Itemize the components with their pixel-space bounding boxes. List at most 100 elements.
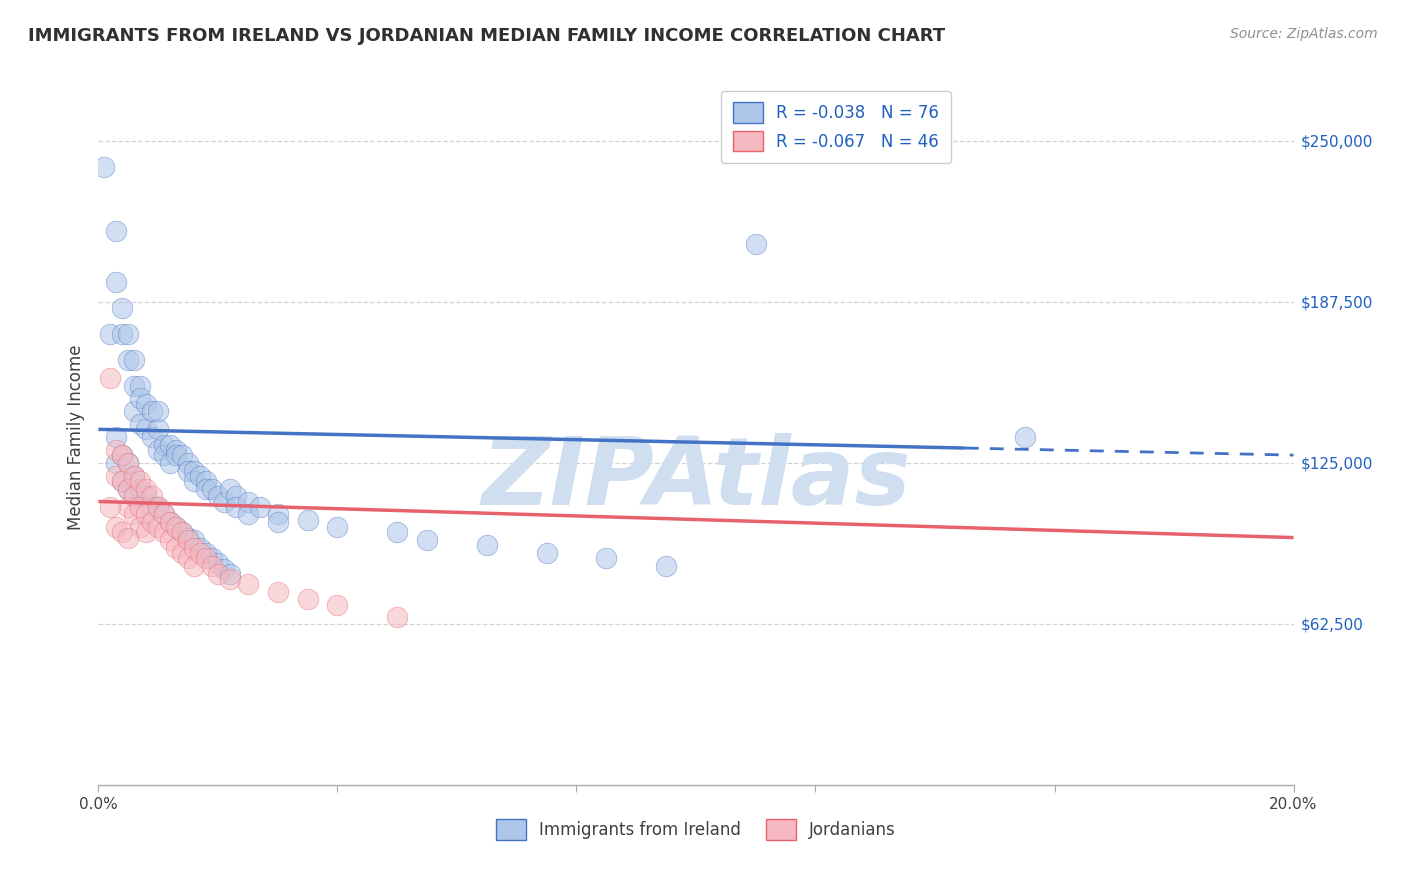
Point [385,525,409,540]
Point [536,546,558,560]
Point [172,525,194,540]
Point [111,448,134,462]
Point [745,236,768,251]
Point [148,442,170,457]
Point [135,396,157,410]
Point [172,546,194,560]
Point [595,551,617,566]
Point [267,584,290,599]
Point [98,371,122,385]
Point [111,474,134,488]
Point [159,515,181,529]
Point [117,456,139,470]
Point [165,541,187,555]
Y-axis label: Median Family Income: Median Family Income [66,344,84,530]
Point [183,558,205,573]
Point [212,561,235,575]
Point [195,482,218,496]
Point [165,520,187,534]
Point [201,482,224,496]
Point [129,378,152,392]
Point [326,520,349,534]
Point [148,422,170,436]
Point [385,610,409,624]
Point [177,456,200,470]
Point [188,468,211,483]
Text: IMMIGRANTS FROM IRELAND VS JORDANIAN MEDIAN FAMILY INCOME CORRELATION CHART: IMMIGRANTS FROM IRELAND VS JORDANIAN MED… [28,27,945,45]
Point [135,525,157,540]
Point [135,482,157,496]
Point [172,525,194,540]
Point [183,533,205,548]
Point [219,572,242,586]
Point [207,566,229,581]
Point [219,482,242,496]
Point [188,546,211,560]
Point [201,551,224,566]
Text: ZIPAtlas: ZIPAtlas [481,433,911,524]
Point [111,326,134,341]
Point [124,468,146,483]
Point [416,533,439,548]
Point [188,541,211,555]
Point [249,500,271,514]
Point [111,525,134,540]
Point [225,500,247,514]
Point [655,558,678,573]
Point [129,392,152,406]
Point [129,474,152,488]
Point [326,598,349,612]
Point [129,417,152,432]
Point [105,430,128,444]
Point [177,531,200,545]
Point [207,489,229,503]
Point [117,500,139,514]
Point [177,551,200,566]
Point [124,378,146,392]
Point [129,520,152,534]
Point [153,438,176,452]
Point [148,404,170,418]
Point [195,551,218,566]
Point [153,508,176,522]
Point [153,448,176,462]
Point [141,404,163,418]
Point [159,456,181,470]
Point [105,456,128,470]
Point [117,531,139,545]
Point [98,326,122,341]
Point [159,533,181,548]
Point [105,520,128,534]
Point [135,508,157,522]
Point [297,592,319,607]
Point [129,500,152,514]
Point [117,326,139,341]
Point [135,489,157,503]
Point [183,541,205,555]
Point [111,301,134,316]
Point [165,448,187,462]
Point [148,500,170,514]
Point [93,160,115,174]
Point [124,352,146,367]
Point [111,474,134,488]
Point [98,500,122,514]
Point [267,515,290,529]
Point [195,546,218,560]
Point [117,482,139,496]
Point [236,577,259,591]
Point [105,442,128,457]
Point [153,508,176,522]
Point [124,489,146,503]
Point [177,464,200,478]
Point [225,489,247,503]
Point [153,525,176,540]
Point [105,468,128,483]
Point [117,456,139,470]
Point [183,464,205,478]
Point [267,508,290,522]
Point [141,430,163,444]
Point [236,494,259,508]
Point [159,515,181,529]
Point [124,489,146,503]
